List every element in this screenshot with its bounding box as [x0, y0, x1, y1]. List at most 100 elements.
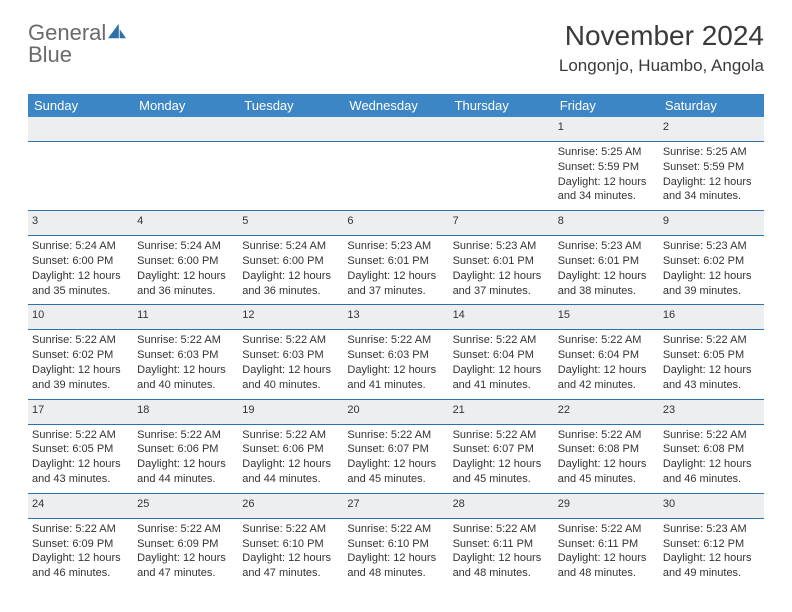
- sunset-text: Sunset: 6:09 PM: [32, 537, 129, 552]
- sunrise-text: Sunrise: 5:22 AM: [242, 428, 339, 443]
- sunrise-text: Sunrise: 5:22 AM: [347, 428, 444, 443]
- logo-text-block: General Blue: [28, 20, 128, 66]
- day-number-cell: 16: [659, 305, 764, 330]
- sunrise-text: Sunrise: 5:25 AM: [663, 145, 760, 160]
- day-detail-cell: Sunrise: 5:22 AMSunset: 6:03 PMDaylight:…: [343, 330, 448, 399]
- daylight-line2: and 42 minutes.: [558, 378, 655, 393]
- sunrise-text: Sunrise: 5:22 AM: [453, 333, 550, 348]
- sunset-text: Sunset: 6:01 PM: [347, 254, 444, 269]
- weekday-header-row: Sunday Monday Tuesday Wednesday Thursday…: [28, 94, 764, 117]
- sunrise-text: Sunrise: 5:23 AM: [558, 239, 655, 254]
- daylight-line1: Daylight: 12 hours: [663, 363, 760, 378]
- day-number-cell: 13: [343, 305, 448, 330]
- day-detail-cell: Sunrise: 5:23 AMSunset: 6:01 PMDaylight:…: [343, 236, 448, 305]
- daylight-line2: and 46 minutes.: [32, 566, 129, 581]
- daylight-line1: Daylight: 12 hours: [137, 363, 234, 378]
- day-detail-cell: Sunrise: 5:22 AMSunset: 6:07 PMDaylight:…: [343, 424, 448, 493]
- sunrise-text: Sunrise: 5:22 AM: [32, 333, 129, 348]
- daylight-line1: Daylight: 12 hours: [558, 269, 655, 284]
- logo: General Blue: [28, 20, 128, 66]
- sunset-text: Sunset: 6:01 PM: [558, 254, 655, 269]
- day-number-cell: 18: [133, 399, 238, 424]
- day-detail-cell: Sunrise: 5:22 AMSunset: 6:04 PMDaylight:…: [554, 330, 659, 399]
- daylight-line1: Daylight: 12 hours: [137, 269, 234, 284]
- daylight-line2: and 37 minutes.: [347, 284, 444, 299]
- sunset-text: Sunset: 6:03 PM: [242, 348, 339, 363]
- daylight-line2: and 49 minutes.: [663, 566, 760, 581]
- weekday-header: Thursday: [449, 94, 554, 117]
- sunrise-text: Sunrise: 5:23 AM: [663, 522, 760, 537]
- daylight-line2: and 45 minutes.: [453, 472, 550, 487]
- daylight-line1: Daylight: 12 hours: [663, 175, 760, 190]
- day-number-cell: 30: [659, 493, 764, 518]
- day-detail-cell: Sunrise: 5:22 AMSunset: 6:08 PMDaylight:…: [554, 424, 659, 493]
- daylight-line1: Daylight: 12 hours: [137, 551, 234, 566]
- day-number-cell: 11: [133, 305, 238, 330]
- daylight-line2: and 37 minutes.: [453, 284, 550, 299]
- title-block: November 2024 Longonjo, Huambo, Angola: [559, 20, 764, 76]
- daylight-line2: and 46 minutes.: [663, 472, 760, 487]
- daylight-line1: Daylight: 12 hours: [453, 269, 550, 284]
- day-detail-cell: Sunrise: 5:24 AMSunset: 6:00 PMDaylight:…: [28, 236, 133, 305]
- day-number-cell: 20: [343, 399, 448, 424]
- day-detail-cell: Sunrise: 5:22 AMSunset: 6:05 PMDaylight:…: [659, 330, 764, 399]
- logo-word2: Blue: [28, 44, 128, 66]
- sunset-text: Sunset: 6:11 PM: [453, 537, 550, 552]
- day-number-cell: [343, 117, 448, 141]
- daylight-line1: Daylight: 12 hours: [453, 551, 550, 566]
- sunset-text: Sunset: 6:06 PM: [242, 442, 339, 457]
- daylight-line2: and 41 minutes.: [453, 378, 550, 393]
- sunrise-text: Sunrise: 5:22 AM: [453, 522, 550, 537]
- sunset-text: Sunset: 6:05 PM: [32, 442, 129, 457]
- day-number-cell: [238, 117, 343, 141]
- sunset-text: Sunset: 6:10 PM: [347, 537, 444, 552]
- daylight-line2: and 35 minutes.: [32, 284, 129, 299]
- day-detail-cell: Sunrise: 5:23 AMSunset: 6:12 PMDaylight:…: [659, 518, 764, 587]
- sunrise-text: Sunrise: 5:23 AM: [347, 239, 444, 254]
- day-number-cell: 10: [28, 305, 133, 330]
- daylight-line1: Daylight: 12 hours: [558, 175, 655, 190]
- day-detail-cell: [238, 141, 343, 210]
- daylight-line2: and 39 minutes.: [663, 284, 760, 299]
- day-detail-cell: Sunrise: 5:23 AMSunset: 6:01 PMDaylight:…: [449, 236, 554, 305]
- daynum-row: 12: [28, 117, 764, 141]
- day-number-cell: 29: [554, 493, 659, 518]
- daylight-line1: Daylight: 12 hours: [663, 457, 760, 472]
- day-detail-cell: Sunrise: 5:22 AMSunset: 6:06 PMDaylight:…: [238, 424, 343, 493]
- daylight-line1: Daylight: 12 hours: [347, 363, 444, 378]
- day-number-cell: 2: [659, 117, 764, 141]
- sunrise-text: Sunrise: 5:22 AM: [663, 428, 760, 443]
- sunset-text: Sunset: 6:10 PM: [242, 537, 339, 552]
- sunrise-text: Sunrise: 5:22 AM: [137, 522, 234, 537]
- day-number-cell: 6: [343, 211, 448, 236]
- daylight-line1: Daylight: 12 hours: [558, 457, 655, 472]
- sunrise-text: Sunrise: 5:22 AM: [137, 333, 234, 348]
- sunset-text: Sunset: 6:08 PM: [558, 442, 655, 457]
- day-detail-cell: Sunrise: 5:22 AMSunset: 6:10 PMDaylight:…: [238, 518, 343, 587]
- day-number-cell: 23: [659, 399, 764, 424]
- daylight-line1: Daylight: 12 hours: [453, 457, 550, 472]
- sunrise-text: Sunrise: 5:25 AM: [558, 145, 655, 160]
- day-detail-cell: Sunrise: 5:23 AMSunset: 6:02 PMDaylight:…: [659, 236, 764, 305]
- sunrise-text: Sunrise: 5:22 AM: [242, 522, 339, 537]
- day-number-cell: 8: [554, 211, 659, 236]
- daylight-line2: and 48 minutes.: [453, 566, 550, 581]
- day-number-cell: 7: [449, 211, 554, 236]
- day-detail-cell: Sunrise: 5:22 AMSunset: 6:03 PMDaylight:…: [238, 330, 343, 399]
- daylight-line1: Daylight: 12 hours: [347, 457, 444, 472]
- day-detail-cell: Sunrise: 5:22 AMSunset: 6:07 PMDaylight:…: [449, 424, 554, 493]
- detail-row: Sunrise: 5:22 AM Sunset: 6:05 PM Daylight:…: [28, 424, 764, 493]
- daylight-line2: and 36 minutes.: [242, 284, 339, 299]
- day-number-cell: 25: [133, 493, 238, 518]
- daylight-line2: and 45 minutes.: [347, 472, 444, 487]
- day-detail-cell: Sunrise: 5:22 AMSunset: 6:08 PMDaylight:…: [659, 424, 764, 493]
- sunrise-text: Sunrise: 5:22 AM: [242, 333, 339, 348]
- daylight-line2: and 48 minutes.: [558, 566, 655, 581]
- day-detail-cell: Sunrise: 5:22 AMSunset: 6:11 PMDaylight:…: [449, 518, 554, 587]
- daylight-line2: and 48 minutes.: [347, 566, 444, 581]
- location: Longonjo, Huambo, Angola: [559, 56, 764, 76]
- day-detail-cell: [343, 141, 448, 210]
- daylight-line1: Daylight: 12 hours: [32, 363, 129, 378]
- daylight-line2: and 34 minutes.: [663, 189, 760, 204]
- daylight-line1: Daylight: 12 hours: [242, 551, 339, 566]
